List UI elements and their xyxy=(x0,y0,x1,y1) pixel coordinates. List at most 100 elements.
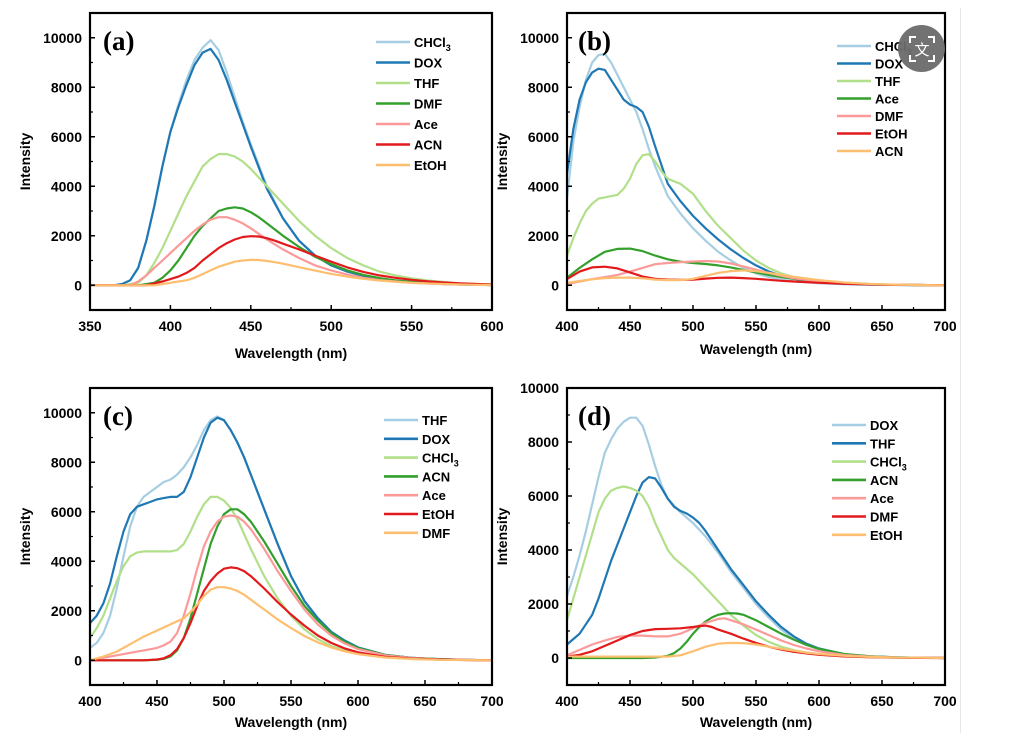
y-tick-label: 10000 xyxy=(43,405,82,421)
legend-label: CHCl3 xyxy=(870,455,907,473)
legend-label: Ace xyxy=(870,491,894,506)
y-tick-label: 4000 xyxy=(51,178,82,194)
legend-label: Ace xyxy=(875,92,899,107)
legend-label: ACN xyxy=(414,138,442,153)
legend-label: DOX xyxy=(422,432,451,447)
series-line-etoh xyxy=(567,641,945,660)
x-tick-label: 450 xyxy=(618,318,642,334)
panel-b: 400 450 500 550 600 650 700 0 2000 4000 6000 8000 10… xyxy=(494,11,957,357)
x-tick-label: 500 xyxy=(681,318,705,334)
x-tick-label: 700 xyxy=(933,693,957,709)
series-line-etoh xyxy=(90,566,492,662)
translate-glyph: 文 xyxy=(914,42,929,59)
legend-label: THF xyxy=(875,74,900,89)
y-tick-label: 6000 xyxy=(51,504,82,520)
legend-label: CHCl3 xyxy=(422,451,459,469)
series-line-ace xyxy=(90,514,492,662)
y-tick-label: 4000 xyxy=(528,542,559,558)
legend-subscript: 3 xyxy=(446,43,451,53)
legend-label: THF xyxy=(414,76,439,91)
x-tick-label: 700 xyxy=(480,693,504,709)
y-tick-label: 2000 xyxy=(51,603,82,619)
panel-label: (b) xyxy=(578,26,611,56)
panel-d: 400 450 500 550 600 650 700 0 2000 4000 6000 8000 10… xyxy=(494,380,957,730)
y-tick-label: 4000 xyxy=(51,553,82,569)
y-tick-label: 0 xyxy=(551,650,559,666)
x-tick-label: 500 xyxy=(681,693,705,709)
y-axis-label: Intensity xyxy=(17,508,33,566)
legend-label: DOX xyxy=(875,57,904,72)
y-tick-label: 10000 xyxy=(43,30,82,46)
legend-label: DMF xyxy=(414,97,442,112)
y-tick-label: 10000 xyxy=(520,380,559,396)
y-tick-label: 8000 xyxy=(528,79,559,95)
y-tick-label: 8000 xyxy=(51,79,82,95)
x-tick-label: 550 xyxy=(400,318,424,334)
y-tick-label: 0 xyxy=(74,277,82,293)
legend-subscript: 3 xyxy=(902,463,907,473)
legend-label: DOX xyxy=(414,56,443,71)
y-tick-label: 4000 xyxy=(528,178,559,194)
page-divider xyxy=(960,8,961,733)
x-tick-label: 650 xyxy=(413,693,437,709)
x-tick-label: 550 xyxy=(279,693,303,709)
series-line-etoh xyxy=(567,265,945,287)
x-tick-label: 500 xyxy=(320,318,344,334)
x-tick-label: 400 xyxy=(78,693,102,709)
x-axis-label: Wavelength (nm) xyxy=(700,341,812,357)
x-tick-label: 600 xyxy=(807,693,831,709)
x-tick-label: 550 xyxy=(744,318,768,334)
panel-c: 400 450 500 550 600 650 700 0 2000 4000 6000 8000 10… xyxy=(17,386,504,730)
legend-label: DMF xyxy=(870,510,898,525)
y-tick-label: 10000 xyxy=(520,30,559,46)
x-tick-label: 600 xyxy=(480,318,504,334)
y-axis-label: Intensity xyxy=(494,508,510,566)
y-tick-label: 6000 xyxy=(51,129,82,145)
series-line-acn xyxy=(567,612,945,660)
legend-label: DOX xyxy=(870,418,899,433)
x-tick-label: 350 xyxy=(78,318,102,334)
panel-label: (d) xyxy=(578,401,611,431)
x-tick-label: 400 xyxy=(159,318,183,334)
y-tick-label: 2000 xyxy=(51,228,82,244)
legend-label: CHCl3 xyxy=(414,35,451,53)
legend-label: ACN xyxy=(875,144,903,159)
y-tick-label: 6000 xyxy=(528,129,559,145)
x-axis-label: Wavelength (nm) xyxy=(235,714,347,730)
x-axis-label: Wavelength (nm) xyxy=(700,714,812,730)
y-tick-label: 0 xyxy=(551,277,559,293)
y-tick-label: 8000 xyxy=(528,434,559,450)
translate-button[interactable]: 文 xyxy=(898,25,945,72)
x-tick-label: 450 xyxy=(618,693,642,709)
legend-label: ACN xyxy=(870,473,898,488)
y-tick-label: 2000 xyxy=(528,228,559,244)
series-line-dmf xyxy=(90,586,492,662)
series-line-etoh xyxy=(90,258,492,287)
series-line-acn xyxy=(90,235,492,287)
x-tick-label: 550 xyxy=(744,693,768,709)
y-axis-label: Intensity xyxy=(17,133,33,191)
series-line-thf xyxy=(90,153,492,287)
x-tick-label: 600 xyxy=(346,693,370,709)
legend-label: THF xyxy=(870,436,895,451)
x-tick-label: 400 xyxy=(555,693,579,709)
y-tick-label: 8000 xyxy=(51,454,82,470)
y-tick-label: 2000 xyxy=(528,596,559,612)
series-line-ace xyxy=(567,617,945,660)
x-tick-label: 500 xyxy=(212,693,236,709)
x-tick-label: 400 xyxy=(555,318,579,334)
panel-a: 350 400 450 500 550 6000200040006000800010000… xyxy=(17,11,504,361)
legend-label: THF xyxy=(422,413,447,428)
panel-label: (c) xyxy=(103,401,133,431)
legend-label: Ace xyxy=(422,488,446,503)
legend-label: Ace xyxy=(414,117,438,132)
legend-label: ACN xyxy=(422,469,450,484)
panel-label: (a) xyxy=(103,26,134,56)
x-tick-label: 600 xyxy=(807,318,831,334)
legend-label: EtOH xyxy=(875,127,908,142)
legend-subscript: 3 xyxy=(454,459,459,469)
x-tick-label: 700 xyxy=(933,318,957,334)
legend-label: DMF xyxy=(875,109,903,124)
